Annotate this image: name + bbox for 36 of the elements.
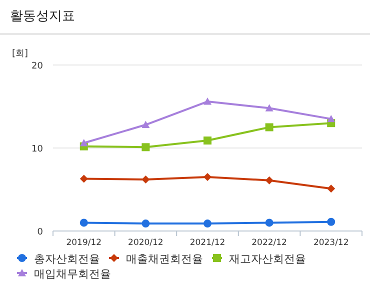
legend-label: 총자산회전율 (34, 252, 100, 266)
y-tick-label: 0 (37, 228, 44, 238)
point (204, 98, 212, 105)
x-tick-label: 2021/12 (190, 238, 226, 248)
point (327, 184, 336, 193)
point (142, 220, 150, 228)
legend-총자산회전율: 총자산회전율 (17, 252, 100, 266)
point (265, 104, 274, 112)
point (265, 123, 274, 132)
point (265, 218, 274, 227)
point (80, 174, 88, 183)
point (80, 139, 88, 146)
point (265, 176, 274, 184)
legend-label: 매출채권회전율 (126, 252, 203, 266)
legend-매출채권회전율: 매출채권회전율 (109, 252, 203, 266)
y-axis-title: [회] (12, 49, 28, 59)
point (142, 120, 150, 128)
y-tick-label: 10 (32, 144, 44, 154)
x-tick-label: 2019/12 (66, 238, 102, 248)
y-tick-label: 20 (32, 62, 44, 72)
legend-매입채무회전율: 매입채무회전율 (17, 268, 111, 280)
point (327, 114, 336, 122)
x-tick-label: 2020/12 (128, 238, 164, 248)
x-tick-label: 2022/12 (252, 238, 287, 248)
point (80, 218, 88, 227)
point (204, 220, 212, 228)
chart-title: 활동성지표 (10, 9, 75, 24)
point (327, 218, 336, 226)
point (204, 136, 212, 145)
legend-label: 재고자산회전율 (229, 252, 306, 266)
point (142, 176, 150, 184)
legend-재고자산회전율: 재고자산회전율 (212, 252, 306, 266)
x-tick-label: 2023/12 (313, 238, 349, 248)
point (142, 143, 150, 152)
legend-label: 매입채무회전율 (34, 268, 111, 280)
point (204, 173, 212, 182)
